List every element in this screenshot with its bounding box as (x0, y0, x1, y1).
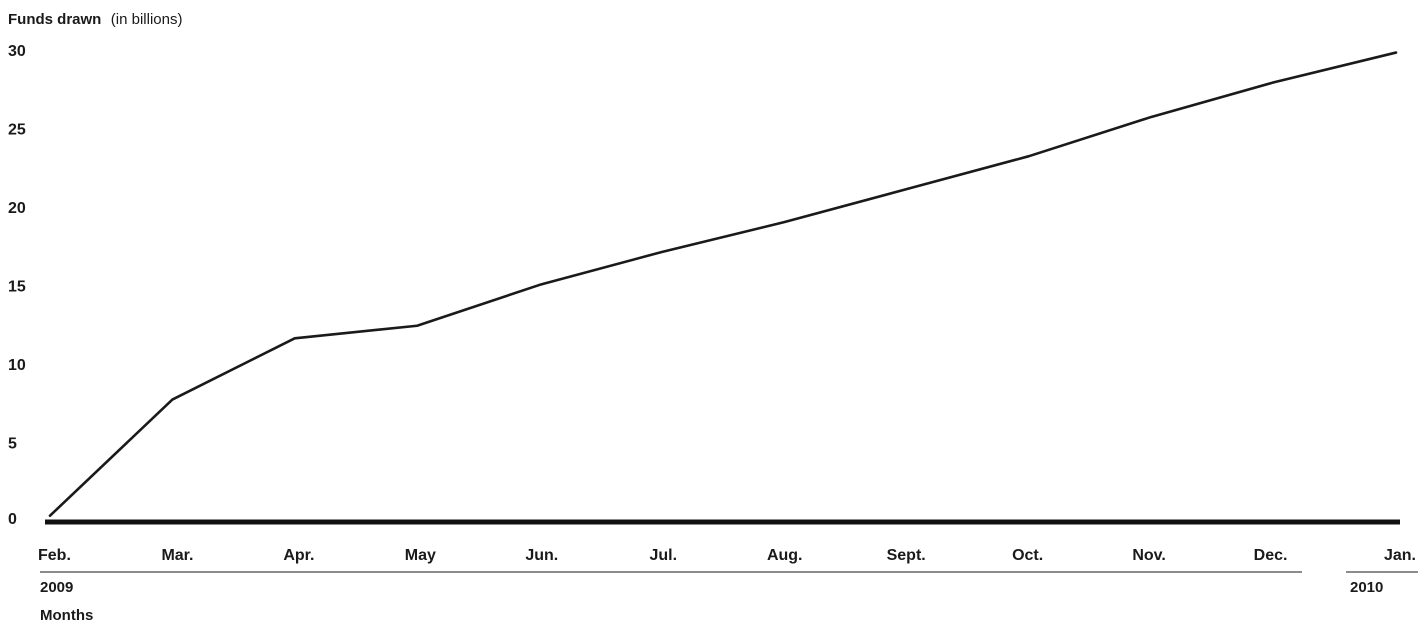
data-series (45, 51, 1400, 525)
year-labels: 2009 2010 (40, 571, 1418, 596)
y-tick-label: 10 (8, 357, 26, 374)
x-axis-label: Months (40, 607, 93, 624)
y-tick-label: 30 (8, 43, 26, 60)
x-tick-label: May (405, 547, 436, 564)
y-axis-label: Funds drawn (8, 11, 101, 28)
x-tick-label: Jan. (1384, 547, 1416, 564)
y-tick-label: 20 (8, 200, 26, 217)
x-tick-label: Feb. (38, 547, 71, 564)
year-label: 2010 (1350, 579, 1383, 596)
y-axis-title: Funds drawn (in billions) (8, 11, 183, 28)
x-tick-label: Mar. (161, 547, 193, 564)
x-tick-label: Aug. (767, 547, 803, 564)
y-tick-label: 0 (8, 511, 17, 528)
y-tick-label: 5 (8, 436, 17, 453)
x-tick-label: Dec. (1254, 547, 1288, 564)
x-tick-label: Jun. (525, 547, 558, 564)
x-axis-ticks: Feb. Mar. Apr. May Jun. Jul. Aug. Sept. Oct. Nov.… (38, 547, 1416, 564)
x-tick-label: Apr. (283, 547, 314, 564)
y-tick-label: 15 (8, 279, 26, 296)
y-axis-unit: (in billions) (111, 11, 183, 28)
year-label: 2009 (40, 579, 73, 596)
series-line (48, 51, 1398, 518)
y-axis-ticks: 0 5 10 15 20 25 30 (8, 43, 26, 528)
x-tick-label: Oct. (1012, 547, 1043, 564)
x-tick-label: Sept. (887, 547, 926, 564)
y-tick-label: 25 (8, 122, 26, 139)
x-tick-label: Nov. (1132, 547, 1165, 564)
x-tick-label: Jul. (649, 547, 677, 564)
